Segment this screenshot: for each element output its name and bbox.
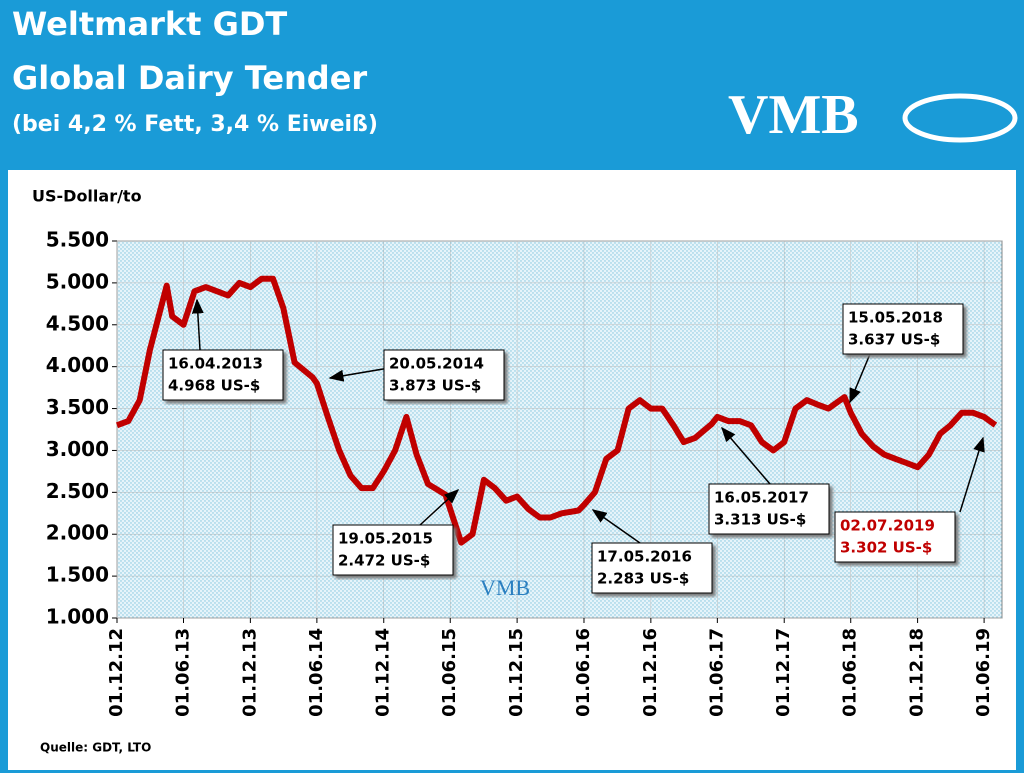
x-tick-label: 01.12.15 xyxy=(506,628,527,717)
x-tick-label: 01.12.12 xyxy=(106,628,127,717)
annotation-text: 16.05.2017 xyxy=(714,489,809,507)
annotation-box xyxy=(383,349,505,401)
annotation-box xyxy=(162,349,284,401)
annotation-text: 3.637 US-$ xyxy=(848,331,940,349)
annotation-arrow xyxy=(328,367,390,382)
y-tick-label: 4.000 xyxy=(46,353,109,377)
x-tick-label: 01.12.16 xyxy=(640,628,661,717)
annotation-text: 3.873 US-$ xyxy=(389,377,481,395)
annotation-text: 2.283 US-$ xyxy=(597,570,689,588)
y-tick-label: 1.000 xyxy=(46,605,109,629)
x-tick-label: 01.12.14 xyxy=(373,628,394,717)
y-tick-label: 2.500 xyxy=(46,479,109,503)
y-tick-label: 4.500 xyxy=(46,311,109,335)
note: (bei 4,2 % Fett, 3,4 % Eiweiß) xyxy=(12,112,378,137)
y-tick-label: 1.500 xyxy=(46,563,109,587)
annotation-box xyxy=(834,511,956,563)
annotation-arrow xyxy=(959,436,985,513)
annotation-text: 02.07.2019 xyxy=(840,517,935,535)
x-tick-label: 01.06.17 xyxy=(706,628,727,717)
annotation-text: 3.313 US-$ xyxy=(714,511,806,529)
x-tick-label: 01.06.13 xyxy=(173,628,194,717)
source: Quelle: GDT, LTO xyxy=(40,741,151,755)
annotation-arrow xyxy=(191,298,204,351)
y-tick-label: 3.500 xyxy=(46,395,109,419)
x-tick-label: 01.06.16 xyxy=(573,628,594,717)
subtitle: Global Dairy Tender xyxy=(12,59,367,97)
annotation-arrow xyxy=(419,488,460,526)
x-tick-label: 01.06.15 xyxy=(439,628,460,717)
x-tick-label: 01.12.18 xyxy=(907,628,928,717)
annotation-box xyxy=(332,524,454,576)
x-tick-label: 01.12.17 xyxy=(773,628,794,717)
watermark: VMB xyxy=(480,575,530,600)
annotation-arrow xyxy=(721,426,771,485)
x-tick-label: 01.06.14 xyxy=(306,628,327,717)
x-tick-label: 01.06.19 xyxy=(973,628,994,717)
annotation-text: 20.05.2014 xyxy=(389,355,484,373)
title: Weltmarkt GDT xyxy=(12,5,287,43)
annotation-text: 16.04.2013 xyxy=(168,355,263,373)
annotation-text: 3.302 US-$ xyxy=(840,539,932,557)
annotation-text: 19.05.2015 xyxy=(338,530,433,548)
logo-swoosh xyxy=(902,93,1018,143)
data-line xyxy=(115,275,998,546)
annotation-text: 2.472 US-$ xyxy=(338,552,430,570)
y-tick-label: 5.000 xyxy=(46,269,109,293)
y-axis-label: US-Dollar/to xyxy=(32,187,142,206)
annotation-box xyxy=(591,542,713,594)
x-tick-label: 01.06.18 xyxy=(840,628,861,717)
annotation-text: 15.05.2018 xyxy=(848,309,943,327)
y-tick-label: 2.000 xyxy=(46,521,109,545)
annotation-text: 4.968 US-$ xyxy=(168,377,260,395)
annotation-box xyxy=(708,483,830,535)
annotation-arrow xyxy=(849,353,871,404)
y-tick-label: 3.000 xyxy=(46,437,109,461)
logo: VMB xyxy=(728,84,859,146)
x-tick-label: 01.12.13 xyxy=(239,628,260,717)
annotation-text: 17.05.2016 xyxy=(597,548,692,566)
annotation-box xyxy=(842,303,964,355)
annotation-arrow xyxy=(591,509,641,544)
y-tick-label: 5.500 xyxy=(46,228,109,252)
